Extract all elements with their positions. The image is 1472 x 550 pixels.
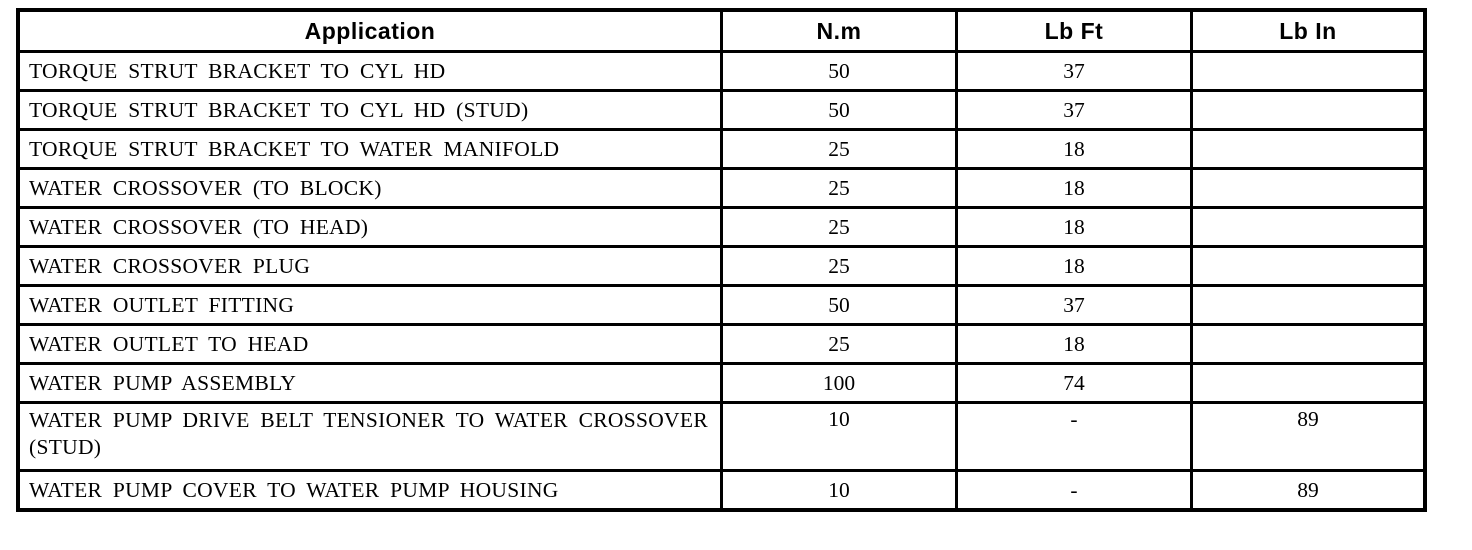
cell-lb-ft: 18 bbox=[954, 323, 1193, 365]
table-row: WATER CROSSOVER (TO HEAD) 25 18 bbox=[16, 206, 1427, 248]
cell-lb-in: 89 bbox=[1189, 401, 1427, 472]
cell-application: WATER CROSSOVER PLUG bbox=[16, 245, 723, 287]
table-row: WATER CROSSOVER (TO BLOCK) 25 18 bbox=[16, 167, 1427, 209]
cell-nm: 10 bbox=[720, 401, 958, 472]
cell-nm: 25 bbox=[720, 245, 958, 287]
cell-application: TORQUE STRUT BRACKET TO WATER MANIFOLD bbox=[16, 128, 723, 170]
cell-application: TORQUE STRUT BRACKET TO CYL HD bbox=[16, 50, 723, 92]
cell-lb-in bbox=[1189, 323, 1427, 365]
cell-application: WATER PUMP COVER TO WATER PUMP HOUSING bbox=[16, 469, 723, 512]
table-row: TORQUE STRUT BRACKET TO WATER MANIFOLD 2… bbox=[16, 128, 1427, 170]
cell-lb-ft: 18 bbox=[954, 167, 1193, 209]
cell-nm: 50 bbox=[720, 89, 958, 131]
column-header-lb-ft: Lb Ft bbox=[954, 8, 1193, 53]
cell-application: WATER PUMP ASSEMBLY bbox=[16, 362, 723, 404]
table-row: WATER PUMP COVER TO WATER PUMP HOUSING 1… bbox=[16, 469, 1427, 512]
cell-lb-in bbox=[1189, 89, 1427, 131]
cell-lb-ft: - bbox=[954, 469, 1193, 512]
table-row: WATER OUTLET TO HEAD 25 18 bbox=[16, 323, 1427, 365]
table-row: WATER CROSSOVER PLUG 25 18 bbox=[16, 245, 1427, 287]
cell-nm: 50 bbox=[720, 284, 958, 326]
column-header-lb-in: Lb In bbox=[1189, 8, 1427, 53]
cell-application: WATER OUTLET TO HEAD bbox=[16, 323, 723, 365]
cell-lb-ft: 18 bbox=[954, 206, 1193, 248]
cell-application: WATER PUMP DRIVE BELT TENSIONER TO WATER… bbox=[16, 401, 723, 472]
cell-lb-in bbox=[1189, 362, 1427, 404]
cell-lb-in bbox=[1189, 245, 1427, 287]
cell-nm: 50 bbox=[720, 50, 958, 92]
column-header-nm: N.m bbox=[720, 8, 958, 53]
header-row: Application N.m Lb Ft Lb In bbox=[16, 8, 1427, 53]
cell-lb-ft: 18 bbox=[954, 245, 1193, 287]
cell-lb-ft: 37 bbox=[954, 89, 1193, 131]
cell-nm: 25 bbox=[720, 128, 958, 170]
cell-lb-ft: - bbox=[954, 401, 1193, 472]
table-row: WATER OUTLET FITTING 50 37 bbox=[16, 284, 1427, 326]
cell-nm: 25 bbox=[720, 323, 958, 365]
cell-lb-in bbox=[1189, 284, 1427, 326]
table-row: WATER PUMP DRIVE BELT TENSIONER TO WATER… bbox=[16, 401, 1427, 472]
table-row: TORQUE STRUT BRACKET TO CYL HD (STUD) 50… bbox=[16, 89, 1427, 131]
column-header-application: Application bbox=[16, 8, 723, 53]
cell-nm: 25 bbox=[720, 206, 958, 248]
cell-lb-in bbox=[1189, 128, 1427, 170]
cell-lb-in: 89 bbox=[1189, 469, 1427, 512]
cell-nm: 10 bbox=[720, 469, 958, 512]
cell-lb-ft: 74 bbox=[954, 362, 1193, 404]
table-row: WATER PUMP ASSEMBLY 100 74 bbox=[16, 362, 1427, 404]
table-row: TORQUE STRUT BRACKET TO CYL HD 50 37 bbox=[16, 50, 1427, 92]
cell-application: WATER CROSSOVER (TO HEAD) bbox=[16, 206, 723, 248]
cell-lb-ft: 37 bbox=[954, 284, 1193, 326]
cell-application: WATER CROSSOVER (TO BLOCK) bbox=[16, 167, 723, 209]
cell-application: WATER OUTLET FITTING bbox=[16, 284, 723, 326]
cell-lb-in bbox=[1189, 206, 1427, 248]
cell-nm: 25 bbox=[720, 167, 958, 209]
cell-nm: 100 bbox=[720, 362, 958, 404]
cell-lb-ft: 37 bbox=[954, 50, 1193, 92]
torque-spec-table: Application N.m Lb Ft Lb In TORQUE STRUT… bbox=[16, 8, 1427, 512]
cell-lb-ft: 18 bbox=[954, 128, 1193, 170]
cell-lb-in bbox=[1189, 167, 1427, 209]
cell-lb-in bbox=[1189, 50, 1427, 92]
cell-application: TORQUE STRUT BRACKET TO CYL HD (STUD) bbox=[16, 89, 723, 131]
